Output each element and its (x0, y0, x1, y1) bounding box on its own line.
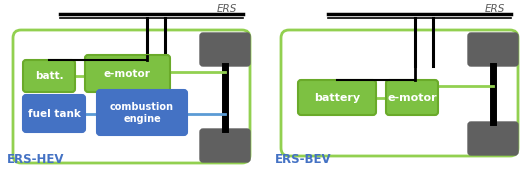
FancyBboxPatch shape (85, 55, 170, 92)
Text: e-motor: e-motor (104, 69, 150, 79)
Text: combustion
engine: combustion engine (110, 102, 174, 124)
FancyBboxPatch shape (200, 33, 250, 66)
Text: fuel tank: fuel tank (27, 109, 80, 119)
FancyBboxPatch shape (281, 30, 518, 156)
FancyBboxPatch shape (200, 129, 250, 162)
FancyBboxPatch shape (386, 80, 438, 115)
FancyBboxPatch shape (468, 33, 518, 66)
FancyBboxPatch shape (97, 90, 187, 135)
Text: ERS-BEV: ERS-BEV (275, 153, 331, 166)
FancyBboxPatch shape (23, 60, 75, 92)
Text: batt.: batt. (35, 71, 63, 81)
Text: ERS: ERS (484, 4, 505, 14)
FancyBboxPatch shape (13, 30, 250, 163)
Text: ERS: ERS (217, 4, 237, 14)
Text: e-motor: e-motor (387, 93, 437, 103)
FancyBboxPatch shape (468, 122, 518, 155)
Text: ERS-HEV: ERS-HEV (7, 153, 65, 166)
Text: battery: battery (314, 93, 360, 103)
FancyBboxPatch shape (23, 95, 85, 132)
FancyBboxPatch shape (298, 80, 376, 115)
